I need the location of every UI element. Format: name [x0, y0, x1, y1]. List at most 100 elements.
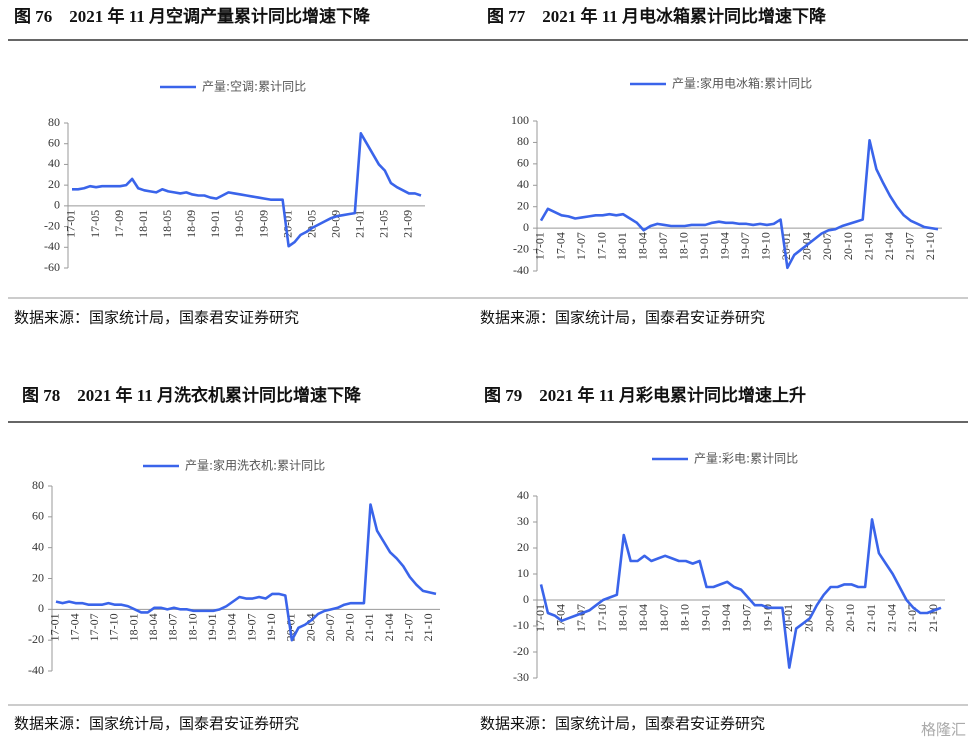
x-tick-label: 18-09: [184, 210, 198, 238]
y-tick-label: 40: [32, 539, 44, 553]
x-tick-label: 21-07: [902, 232, 916, 260]
x-tick-label: 21-07: [402, 613, 416, 641]
x-tick-label: 19-05: [232, 210, 246, 238]
x-tick-label: 18-04: [636, 604, 650, 632]
x-tick-label: 21-04: [382, 613, 396, 641]
x-tick-label: 18-01: [616, 604, 630, 632]
x-tick-label: 20-09: [329, 210, 343, 238]
legend-label: 产量:彩电:累计同比: [694, 452, 798, 466]
y-tick-label: 80: [48, 115, 60, 129]
y-tick-label: -30: [513, 670, 529, 684]
series-line: [539, 138, 939, 270]
chart-title: 图 78 2021 年 11 月洗衣机累计同比增速下降: [22, 385, 362, 405]
y-tick-label: 0: [523, 220, 529, 234]
x-tick-label: 19-09: [256, 210, 270, 238]
y-tick-label: -20: [44, 218, 60, 232]
x-tick-label: 18-01: [615, 232, 629, 260]
x-tick-label: 17-01: [48, 613, 62, 641]
x-tick-label: 18-01: [136, 210, 150, 238]
x-tick-label: 17-01: [533, 604, 547, 632]
legend-label: 产量:空调:累计同比: [202, 80, 306, 94]
y-tick-label: 20: [48, 177, 60, 191]
y-tick-label: 100: [511, 113, 529, 127]
x-tick-label: 17-10: [594, 232, 608, 260]
series-line: [55, 503, 437, 642]
y-tick-label: 0: [54, 198, 60, 212]
x-tick-label: 17-04: [67, 613, 81, 641]
x-tick-label: 18-07: [657, 604, 671, 632]
x-tick-label: 21-10: [923, 232, 937, 260]
x-tick-label: 20-05: [304, 210, 318, 238]
x-tick-label: 19-01: [697, 232, 711, 260]
x-tick-label: 17-05: [88, 210, 102, 238]
chart-title: 图 79 2021 年 11 月彩电累计同比增速上升: [484, 385, 806, 405]
x-tick-label: 19-10: [759, 232, 773, 260]
x-tick-label: 21-05: [377, 210, 391, 238]
y-tick-label: 0: [38, 601, 44, 615]
x-tick-label: 19-07: [738, 232, 752, 260]
x-tick-label: 21-04: [882, 232, 896, 260]
x-tick-label: 17-07: [574, 232, 588, 260]
x-tick-label: 21-10: [421, 613, 435, 641]
source: 数据来源：国家统计局，国泰君安证券研究: [480, 309, 765, 327]
x-tick-label: 21-04: [884, 604, 898, 632]
x-tick-label: 19-04: [718, 232, 732, 260]
x-tick-label: 18-04: [635, 232, 649, 260]
x-tick-label: 21-01: [861, 232, 875, 260]
x-tick-label: 18-01: [126, 613, 140, 641]
watermark: 格隆汇: [921, 721, 966, 739]
x-tick-label: 18-07: [166, 613, 180, 641]
series-line: [72, 132, 422, 248]
x-tick-label: 17-01: [64, 210, 78, 238]
y-tick-label: 40: [48, 156, 60, 170]
x-tick-label: 21-09: [401, 210, 415, 238]
x-tick-label: 17-07: [574, 604, 588, 632]
y-tick-label: -20: [28, 632, 44, 646]
x-tick-label: 20-04: [303, 613, 317, 641]
legend-label: 产量:家用洗衣机:累计同比: [185, 458, 325, 473]
chart-title: 图 76 2021 年 11 月空调产量累计同比增速下降: [14, 6, 371, 26]
x-tick-label: 18-10: [678, 604, 692, 632]
x-tick-label: 21-01: [864, 604, 878, 632]
x-tick-label: 20-10: [843, 604, 857, 632]
x-tick-label: 18-10: [676, 232, 690, 260]
x-tick-label: 19-04: [719, 604, 733, 632]
x-tick-label: 20-10: [343, 613, 357, 641]
x-tick-label: 19-01: [205, 613, 219, 641]
x-tick-label: 18-04: [146, 613, 160, 641]
y-tick-label: 60: [32, 509, 44, 523]
y-tick-label: -10: [513, 618, 529, 632]
source: 数据来源：国家统计局，国泰君安证券研究: [480, 715, 765, 733]
x-tick-label: 20-07: [820, 232, 834, 260]
y-tick-label: -40: [28, 663, 44, 677]
x-tick-label: 19-10: [264, 613, 278, 641]
y-tick-label: 60: [517, 156, 529, 170]
x-tick-label: 17-04: [553, 604, 567, 632]
y-tick-label: 10: [517, 566, 529, 580]
y-tick-label: 60: [48, 135, 60, 149]
x-tick-label: 17-10: [107, 613, 121, 641]
x-tick-label: 17-01: [533, 232, 547, 260]
x-tick-label: 18-10: [185, 613, 199, 641]
y-tick-label: -40: [513, 263, 529, 277]
y-tick-label: 0: [523, 592, 529, 606]
x-tick-label: 19-01: [208, 210, 222, 238]
y-tick-label: 30: [517, 514, 529, 528]
x-tick-label: 21-01: [353, 210, 367, 238]
y-tick-label: -40: [44, 239, 60, 253]
y-tick-label: 40: [517, 177, 529, 191]
x-tick-label: 21-01: [362, 613, 376, 641]
x-tick-label: 19-07: [740, 604, 754, 632]
y-tick-label: -20: [513, 241, 529, 255]
y-tick-label: 20: [517, 540, 529, 554]
y-tick-label: 20: [517, 198, 529, 212]
x-tick-label: 18-05: [160, 210, 174, 238]
x-tick-label: 17-04: [553, 232, 567, 260]
x-tick-label: 19-07: [244, 613, 258, 641]
x-tick-label: 17-09: [112, 210, 126, 238]
source: 数据来源：国家统计局，国泰君安证券研究: [14, 309, 299, 327]
legend-label: 产量:家用电冰箱:累计同比: [672, 76, 812, 91]
y-tick-label: 80: [32, 478, 44, 492]
series-line: [539, 518, 942, 669]
